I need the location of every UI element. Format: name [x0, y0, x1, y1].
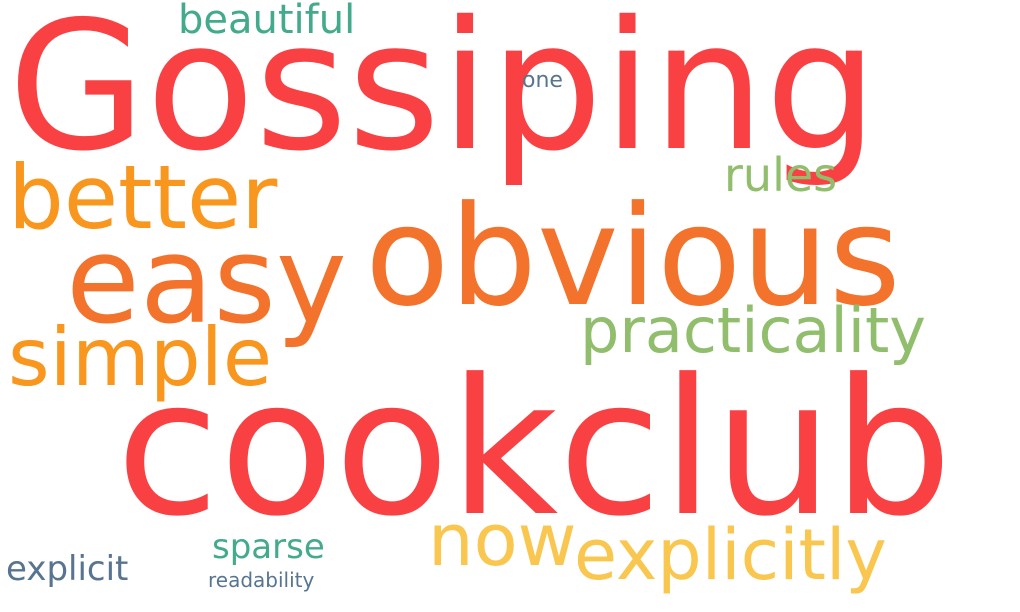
word-readability: readability [208, 568, 315, 592]
word-obvious: obvious [365, 176, 901, 337]
word-gossiping: Gossiping [8, 0, 879, 190]
word-easy: easy [66, 212, 347, 351]
word-simple: simple [8, 311, 273, 404]
word-one: one [522, 68, 563, 93]
word-beautiful: beautiful [178, 0, 356, 43]
word-cookclub: cookclub [116, 339, 953, 558]
word-sparse: sparse [212, 527, 325, 567]
word-explicitly: explicitly [574, 514, 887, 596]
word-better: better [8, 146, 278, 249]
word-explicit: explicit [6, 549, 129, 589]
word-practicality: practicality [580, 294, 926, 367]
word-now: now [428, 498, 577, 582]
word-rules: rules [724, 148, 838, 202]
